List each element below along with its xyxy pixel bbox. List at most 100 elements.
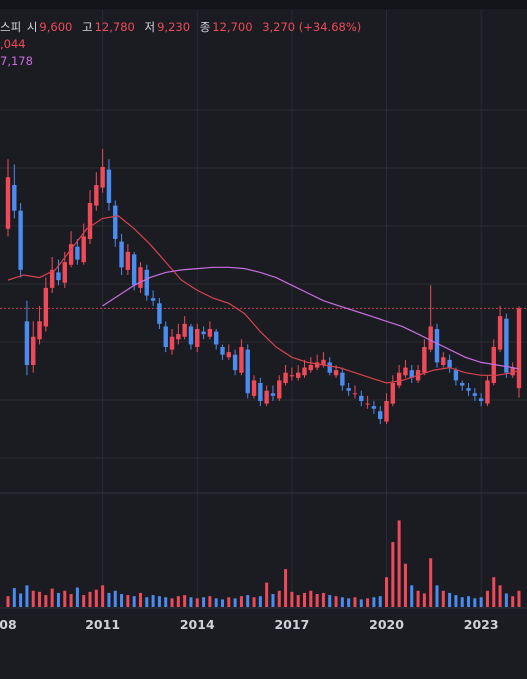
candle-body — [188, 326, 194, 345]
candle-body — [144, 269, 149, 296]
volume-bar — [340, 597, 344, 607]
volume-bar — [454, 595, 458, 607]
candle-body — [37, 321, 42, 340]
candle-body — [163, 326, 168, 347]
candle-body — [68, 244, 74, 265]
volume-bar — [321, 592, 325, 607]
candle-body — [125, 251, 131, 270]
volume-bar — [82, 595, 86, 607]
candle-body — [119, 241, 124, 268]
candle-body — [384, 401, 389, 422]
volume-bar — [239, 596, 243, 607]
volume-bar — [385, 577, 389, 607]
candle-body — [251, 380, 257, 396]
volume-bar — [309, 590, 313, 607]
candle-body — [5, 177, 11, 229]
volume-bar — [94, 589, 98, 607]
volume-bar — [460, 597, 464, 607]
candle-body — [277, 380, 282, 399]
volume-bar — [132, 596, 136, 607]
volume-bar — [189, 597, 193, 607]
volume-bar — [467, 596, 471, 607]
volume-bar — [328, 595, 332, 607]
candle-body — [333, 370, 339, 376]
volume-bar — [334, 596, 338, 607]
volume-bar — [303, 592, 307, 607]
volume-bar — [271, 594, 275, 607]
candle-body — [478, 398, 484, 401]
volume-bar — [397, 520, 401, 607]
candle-body — [422, 347, 427, 373]
volume-bar — [145, 597, 149, 607]
close-value: 12,700 — [212, 20, 253, 34]
candle-body — [24, 321, 30, 365]
candle-body — [516, 308, 522, 389]
volume-bar — [429, 558, 433, 607]
volume-bar — [284, 569, 288, 607]
candle-body — [340, 372, 345, 386]
volume-bar — [208, 596, 212, 607]
volume-bar — [479, 597, 483, 607]
volume-bar — [511, 596, 515, 607]
candle-body — [428, 326, 433, 350]
candle-body — [371, 406, 377, 409]
candle-body — [504, 318, 509, 373]
volume-bar — [258, 596, 262, 607]
candle-body — [232, 354, 238, 371]
volume-bar — [50, 588, 54, 607]
change-value: 3,270 (+34.68%) — [262, 20, 362, 34]
x-tick-label: 2020 — [369, 617, 404, 632]
volume-bar — [492, 577, 496, 607]
high-label: 고 — [82, 20, 93, 34]
candle-body — [62, 262, 67, 283]
x-tick-label: 2023 — [463, 617, 499, 632]
volume-bar — [120, 594, 124, 607]
candle-body — [308, 365, 314, 371]
volume-bar — [441, 590, 445, 607]
candle-body — [12, 185, 17, 211]
candle-body — [195, 329, 200, 347]
candle-body — [510, 367, 515, 376]
candle-body — [460, 383, 465, 386]
candle-body — [321, 359, 326, 365]
candle-body — [359, 395, 364, 401]
candle-body — [226, 352, 232, 358]
candle-body — [485, 380, 490, 404]
volume-bar — [31, 590, 35, 607]
volume-bar — [435, 585, 439, 607]
candle-body — [314, 362, 320, 368]
volume-bar — [416, 590, 420, 607]
candle-body — [245, 349, 250, 394]
volume-bar — [38, 591, 42, 607]
ma-short-legend: ,044 — [0, 37, 26, 51]
candle-body — [409, 370, 414, 378]
volume-bar — [170, 598, 174, 607]
x-tick-label: 2017 — [274, 617, 310, 632]
candle-body — [258, 383, 263, 401]
volume-bar — [220, 599, 224, 607]
candle-body — [201, 331, 206, 335]
volume-bar — [69, 594, 73, 607]
candle-body — [182, 323, 187, 337]
volume-bar — [183, 595, 187, 607]
volume-bar — [63, 590, 67, 607]
candle-body — [365, 403, 370, 405]
candle-body — [157, 303, 162, 324]
candle-body — [87, 203, 93, 239]
volume-bar — [56, 592, 60, 607]
volume-bar — [366, 598, 370, 607]
candle-body — [264, 390, 269, 404]
candle-body — [302, 367, 307, 376]
volume-bar — [347, 598, 351, 607]
candle-body — [176, 334, 181, 340]
volume-bar — [353, 597, 357, 607]
candle-body — [213, 331, 219, 345]
candle-body — [441, 357, 446, 365]
candle-body — [289, 375, 295, 377]
volume-bar — [485, 590, 489, 607]
candle-body — [100, 167, 105, 188]
candle-body — [378, 411, 383, 419]
candle-body — [403, 367, 408, 376]
